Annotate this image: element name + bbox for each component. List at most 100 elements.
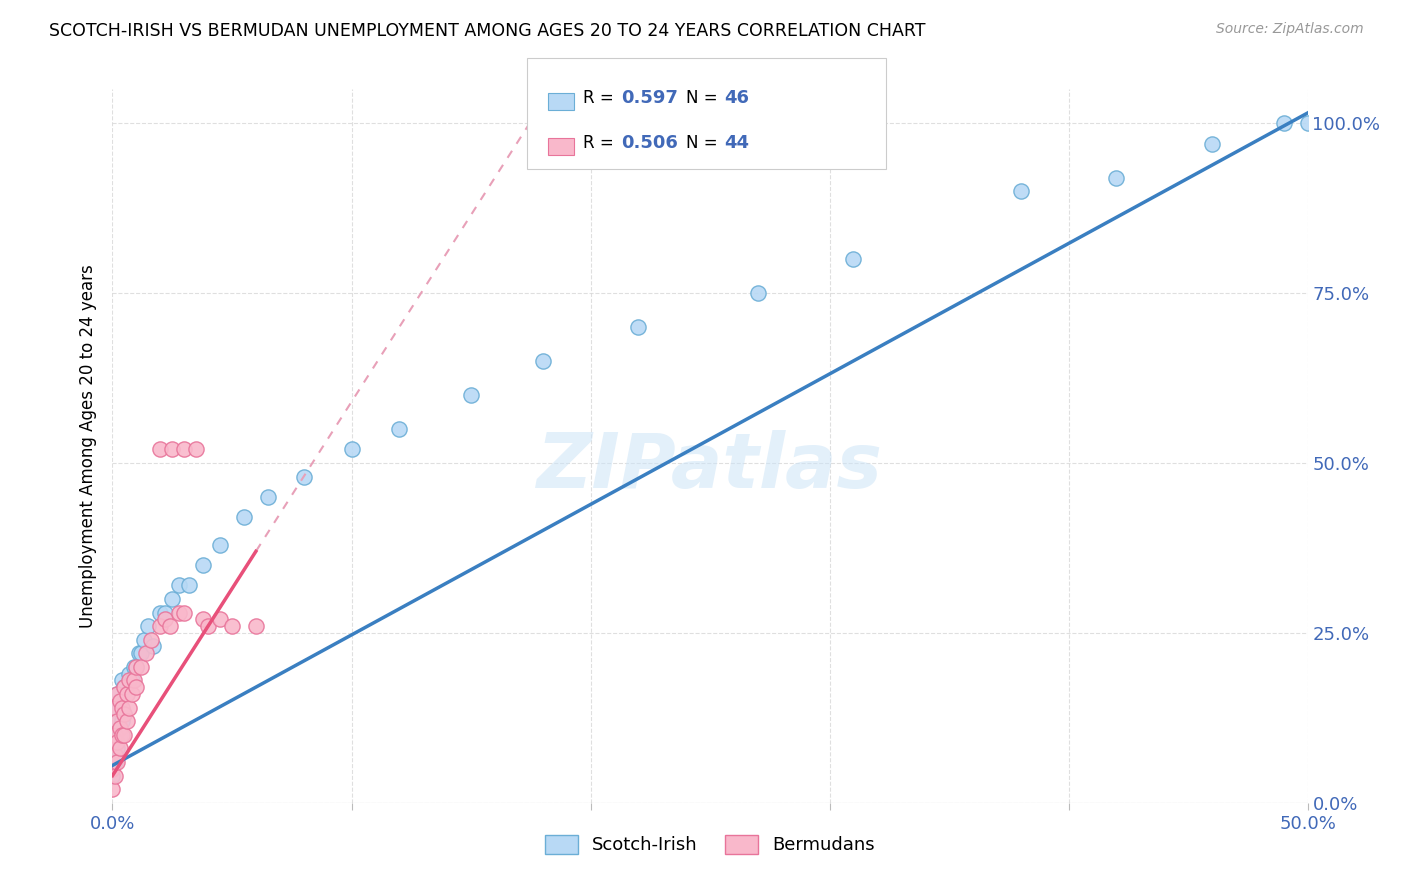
Point [292, 469, 315, 483]
Point [111, 700, 134, 714]
Point [169, 578, 191, 592]
Point [122, 673, 145, 688]
Point [104, 748, 127, 763]
Point [101, 734, 124, 748]
Point [104, 728, 127, 742]
Point [104, 769, 127, 783]
Text: N =: N = [686, 89, 723, 107]
Point [122, 660, 145, 674]
Point [101, 762, 124, 776]
Point [104, 755, 127, 769]
Point [128, 646, 150, 660]
Point [111, 728, 134, 742]
Point [1010, 184, 1032, 198]
Point [111, 673, 134, 688]
Text: 0.597: 0.597 [621, 89, 678, 107]
Point [153, 606, 176, 620]
Point [173, 442, 195, 457]
Point [129, 646, 152, 660]
Point [118, 673, 141, 688]
Point [114, 680, 135, 694]
Point [125, 660, 148, 674]
Text: R =: R = [583, 89, 620, 107]
Point [627, 320, 650, 334]
Point [162, 442, 183, 457]
Point [388, 422, 411, 436]
Point [531, 354, 554, 368]
Point [177, 578, 200, 592]
Point [153, 612, 176, 626]
Text: N =: N = [686, 134, 723, 152]
Text: 46: 46 [724, 89, 749, 107]
Y-axis label: Unemployment Among Ages 20 to 24 years: Unemployment Among Ages 20 to 24 years [79, 264, 97, 628]
Text: R =: R = [583, 134, 620, 152]
Point [149, 619, 172, 633]
Point [118, 666, 141, 681]
Point [245, 619, 267, 633]
Point [108, 721, 131, 735]
Point [105, 687, 128, 701]
Point [132, 632, 155, 647]
Point [340, 442, 363, 457]
Point [257, 490, 280, 504]
Point [104, 728, 127, 742]
Point [118, 700, 141, 714]
Point [1296, 116, 1319, 130]
Point [111, 714, 134, 729]
Point [101, 741, 124, 756]
Point [108, 741, 131, 756]
Point [101, 782, 124, 797]
Point [1272, 116, 1295, 130]
Point [115, 687, 138, 701]
Point [129, 660, 152, 674]
Point [105, 741, 128, 756]
Point [149, 442, 172, 457]
Text: SCOTCH-IRISH VS BERMUDAN UNEMPLOYMENT AMONG AGES 20 TO 24 YEARS CORRELATION CHAR: SCOTCH-IRISH VS BERMUDAN UNEMPLOYMENT AM… [49, 22, 925, 40]
Point [233, 510, 256, 524]
Point [105, 755, 128, 769]
Point [121, 673, 143, 688]
Point [747, 286, 769, 301]
Point [104, 700, 127, 714]
Point [104, 700, 127, 714]
Point [138, 619, 160, 633]
Point [221, 619, 243, 633]
Point [105, 714, 128, 729]
Point [139, 632, 162, 647]
Legend: Scotch-Irish, Bermudans: Scotch-Irish, Bermudans [538, 828, 882, 862]
Point [1105, 170, 1128, 185]
Point [114, 707, 135, 722]
Point [114, 680, 135, 694]
Point [460, 388, 482, 402]
Point [209, 537, 232, 551]
Text: 44: 44 [724, 134, 749, 152]
Point [114, 707, 135, 722]
Point [197, 619, 219, 633]
Point [193, 612, 215, 626]
Point [105, 687, 128, 701]
Point [121, 687, 143, 701]
Point [105, 734, 128, 748]
Point [135, 646, 157, 660]
Point [115, 714, 138, 729]
Point [149, 606, 172, 620]
Point [159, 619, 181, 633]
Point [125, 660, 148, 674]
Point [125, 680, 148, 694]
Point [169, 606, 191, 620]
Text: ZIPatlas: ZIPatlas [537, 431, 883, 504]
Point [142, 640, 165, 654]
Point [108, 694, 131, 708]
Point [108, 728, 131, 742]
Text: Source: ZipAtlas.com: Source: ZipAtlas.com [1216, 22, 1364, 37]
Point [115, 687, 138, 701]
Point [108, 694, 131, 708]
Point [162, 591, 183, 606]
Point [209, 612, 232, 626]
Point [842, 252, 865, 266]
Point [193, 558, 215, 572]
Point [173, 606, 195, 620]
Point [114, 728, 135, 742]
Point [101, 769, 124, 783]
Point [1201, 136, 1223, 151]
